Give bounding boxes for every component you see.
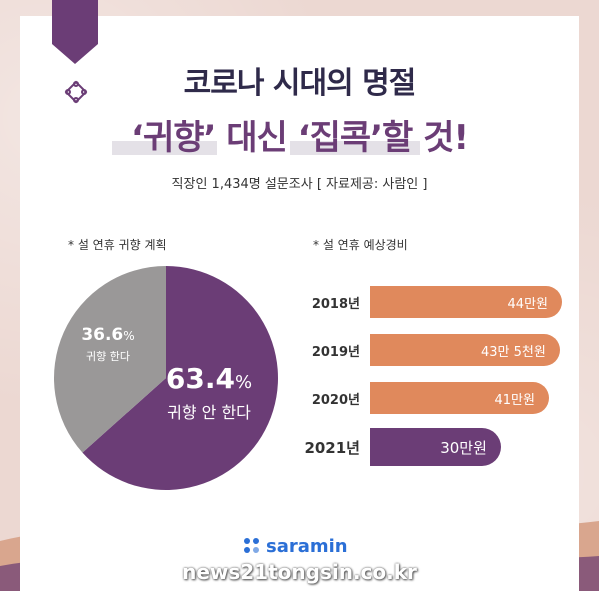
bar-value-label: 41만원 xyxy=(494,392,535,408)
bar: 43만 5천원 xyxy=(370,334,560,366)
pie-label-no-return: 귀향 안 한다 xyxy=(167,403,251,422)
highlight-underline xyxy=(290,141,420,155)
bar-year-label: 2020년 xyxy=(311,393,360,408)
korean-knot-icon xyxy=(64,80,88,104)
pie-label-return: 귀향 한다 xyxy=(86,350,130,363)
saramin-dots-icon xyxy=(244,538,260,554)
pie-chart: 63.4% 귀향 안 한다 36.6% 귀향 한다 xyxy=(53,266,278,490)
bar: 44만원 xyxy=(370,286,562,318)
bar-year-label: 2021년 xyxy=(304,439,360,457)
pie-slice-return xyxy=(53,266,166,453)
bar-value-label: 44만원 xyxy=(507,296,548,312)
bar-value-label: 43만 5천원 xyxy=(480,344,546,360)
bar-year-label: 2018년 xyxy=(311,297,360,312)
pie-value-return: 36.6% xyxy=(81,325,134,345)
pie-value-no-return: 63.4% xyxy=(166,362,252,395)
bar: 30만원 xyxy=(370,428,501,466)
logo-text: saramin xyxy=(266,535,348,557)
title-line-1: 코로나 시대의 명절 xyxy=(183,66,417,101)
bar-value-label: 30만원 xyxy=(440,438,487,457)
pie-chart-title: * 설 연휴 귀향 계획 xyxy=(68,238,167,252)
bar-year-label: 2019년 xyxy=(311,345,360,360)
ribbon-bookmark-icon xyxy=(52,0,98,64)
title-line-2: ‘귀향’ 대신 ‘집콕’할 것! xyxy=(131,118,469,158)
pie-slice-no-return xyxy=(82,266,278,490)
highlight-underline xyxy=(112,141,217,155)
bar: 41만원 xyxy=(370,382,549,414)
bar-chart-title: * 설 연휴 예상경비 xyxy=(313,238,408,252)
saramin-logo: saramin xyxy=(244,533,364,559)
watermark: news21tongsin.co.kr xyxy=(182,560,417,584)
subtitle: 직장인 1,434명 설문조사 [ 자료제공: 사람인 ] xyxy=(171,177,428,192)
